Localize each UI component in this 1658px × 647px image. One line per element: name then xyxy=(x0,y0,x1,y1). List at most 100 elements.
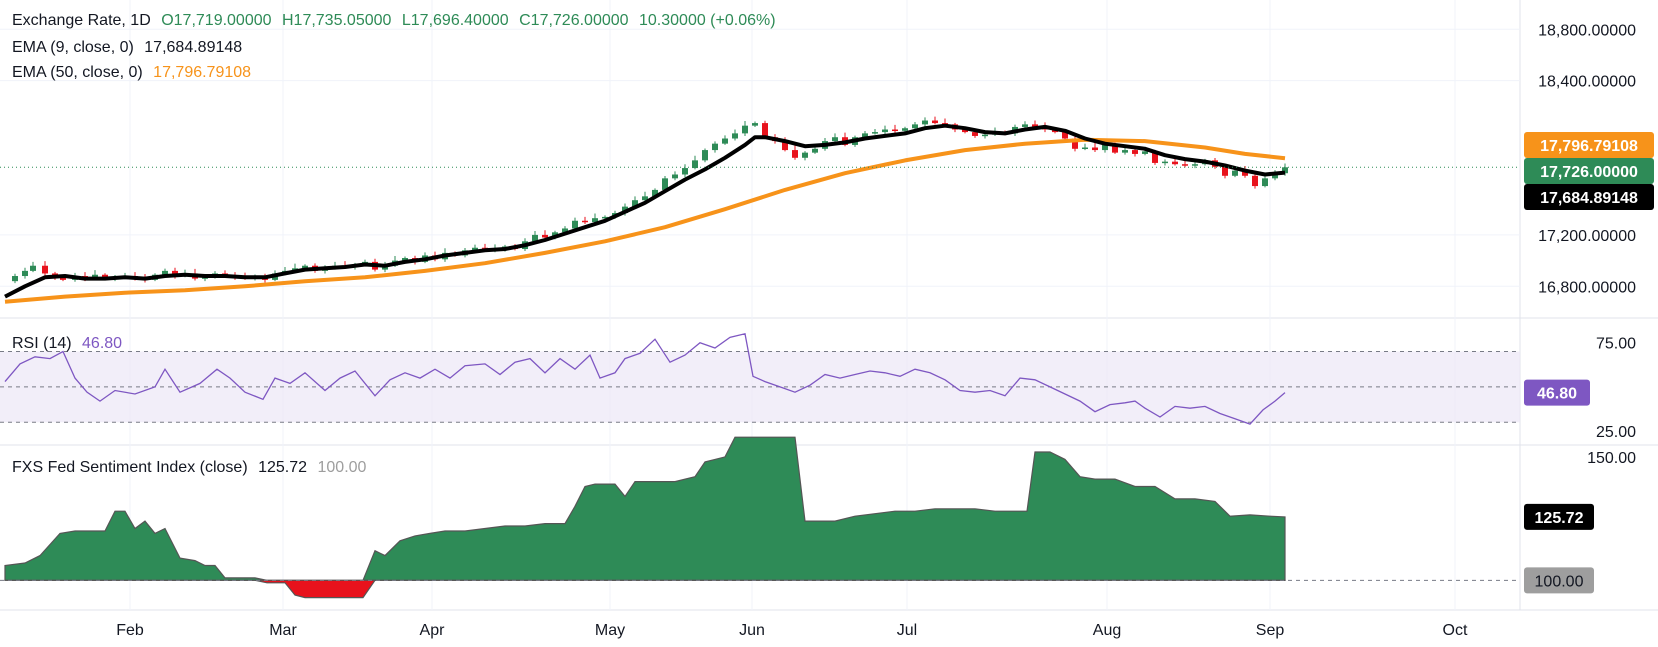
candle-down xyxy=(962,129,968,133)
ema9-legend: EMA (9, close, 0) 17,684.89148 xyxy=(12,39,248,57)
candle-up xyxy=(722,138,728,144)
candle-down xyxy=(1032,124,1038,127)
ema9-line xyxy=(4,123,1286,299)
candle-down xyxy=(1112,144,1118,153)
sentiment-tick-label: 150.00 xyxy=(1587,450,1636,467)
candle-up xyxy=(812,148,818,153)
candle-up xyxy=(1192,164,1198,166)
symbol-label: Exchange Rate, 1D xyxy=(12,12,151,29)
month-label: Apr xyxy=(420,622,446,639)
price-label-text: 17,684.89148 xyxy=(1540,190,1638,207)
candle-up xyxy=(592,218,598,223)
candle-up xyxy=(402,258,408,261)
rsi-value-box xyxy=(1524,379,1590,406)
candle-down xyxy=(1072,138,1078,149)
candle-up xyxy=(1102,144,1108,151)
candle-up xyxy=(832,137,838,142)
sentiment-area-down xyxy=(4,579,1286,599)
low-value: L17,696.40000 xyxy=(401,12,509,29)
candle-up xyxy=(742,125,748,134)
ema9-label: EMA (9, close, 0) xyxy=(12,39,134,56)
candle-down xyxy=(1182,164,1188,166)
candle-up xyxy=(22,270,28,277)
price-tick-label: 17,200.00000 xyxy=(1538,228,1636,245)
candle-up xyxy=(472,247,478,251)
month-label: Jul xyxy=(897,622,917,639)
ema50-label: EMA (50, close, 0) xyxy=(12,64,143,81)
rsi-line xyxy=(4,333,1286,425)
candle-down xyxy=(932,120,938,124)
candle-up xyxy=(642,196,648,201)
candle-up xyxy=(532,234,538,242)
sentiment-area-up xyxy=(4,436,1286,581)
sentiment-ref-box xyxy=(1524,567,1594,594)
candle-up xyxy=(862,133,868,138)
candle-up xyxy=(602,216,608,219)
candle-up xyxy=(30,265,36,271)
month-label: May xyxy=(595,622,625,639)
rsi-label: RSI (14) xyxy=(12,335,72,352)
candle-up xyxy=(1122,150,1128,153)
close-value: C17,726.00000 xyxy=(519,12,629,29)
candle-up xyxy=(872,132,878,134)
sentiment-value: 125.72 xyxy=(258,459,308,476)
open-value: O17,719.00000 xyxy=(161,12,272,29)
ema50-line xyxy=(4,137,1286,304)
month-label: Oct xyxy=(1443,622,1468,639)
candle-down xyxy=(792,150,798,158)
candle-down xyxy=(972,132,978,136)
sentiment-ref-text: 100.00 xyxy=(1535,573,1584,590)
price-tick-label: 16,800.00000 xyxy=(1538,279,1636,296)
change-value: 10.30000 (+0.06%) xyxy=(639,12,776,29)
candle-down xyxy=(1062,132,1068,139)
sentiment-ref: 100.00 xyxy=(317,459,367,476)
candle-up xyxy=(702,150,708,161)
candle-up xyxy=(692,160,698,169)
candle-up xyxy=(1232,170,1238,176)
ema9-value: 17,684.89148 xyxy=(144,39,243,56)
rsi-pane xyxy=(0,333,1520,425)
price-label-box xyxy=(1524,184,1654,210)
candle-down xyxy=(1152,151,1158,163)
candle-down xyxy=(542,234,548,238)
month-label: Aug xyxy=(1093,622,1121,639)
sentiment-value-box xyxy=(1524,503,1594,530)
candle-up xyxy=(912,124,918,129)
month-label: Feb xyxy=(116,622,144,639)
candle-down xyxy=(1252,175,1258,187)
rsi-value: 46.80 xyxy=(82,335,123,352)
candle-down xyxy=(762,123,768,138)
rsi-value-text: 46.80 xyxy=(1537,386,1577,403)
candle-down xyxy=(60,277,66,280)
candle-up xyxy=(652,189,658,197)
candle-up xyxy=(1162,161,1168,164)
ema50-value: 17,796.79108 xyxy=(153,64,252,81)
candle-down xyxy=(42,265,48,274)
price-label-text: 17,796.79108 xyxy=(1540,138,1638,155)
candle-up xyxy=(672,174,678,179)
price-tick-label: 18,800.00000 xyxy=(1538,22,1636,39)
candle-down xyxy=(782,141,788,151)
month-label: Sep xyxy=(1256,622,1285,639)
sentiment-label: FXS Fed Sentiment Index (close) xyxy=(12,459,248,476)
price-pane xyxy=(0,116,1520,304)
candle-up xyxy=(802,152,808,158)
candle-up xyxy=(732,133,738,139)
candle-up xyxy=(752,123,758,126)
ohlc-legend: Exchange Rate, 1D O17,719.00000 H17,735.… xyxy=(12,12,782,30)
price-label-text: 17,726.00000 xyxy=(1540,164,1638,181)
month-label: Jun xyxy=(739,622,765,639)
rsi-tick-label: 75.00 xyxy=(1596,336,1636,353)
sentiment-pane xyxy=(0,436,1520,599)
candle-down xyxy=(1092,147,1098,151)
candle-up xyxy=(1262,178,1268,187)
candle-down xyxy=(892,129,898,132)
candle-up xyxy=(572,220,578,229)
candle-up xyxy=(882,129,888,133)
grid-lines xyxy=(0,0,1658,611)
sentiment-value-text: 125.72 xyxy=(1535,510,1584,527)
candle-up xyxy=(662,178,668,190)
candle-up xyxy=(1282,167,1288,174)
candle-down xyxy=(582,220,588,223)
